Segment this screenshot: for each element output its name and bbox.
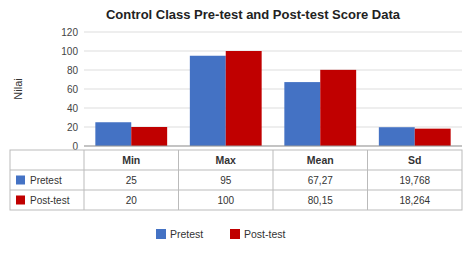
y-tick-label: 40 [67,103,79,114]
table-rule [367,150,368,210]
grid [84,32,462,146]
bar [379,127,415,146]
bar [226,51,262,146]
table-cell: 20 [126,195,138,206]
bar [320,70,356,146]
bars [95,51,450,146]
y-tick-label: 20 [67,122,79,133]
y-tick-label: 60 [67,84,79,95]
x-axis-line [84,146,462,147]
table-cell: 95 [220,175,232,186]
bar [131,127,167,146]
grid-line [84,32,462,33]
grid-line [84,70,462,71]
table-border [10,150,462,210]
row-label: Post-test [30,195,70,206]
y-tick-label: 120 [61,27,78,38]
row-swatch [16,176,25,185]
grid-line [84,108,462,109]
category-label: Mean [307,154,334,166]
row-label: Pretest [30,175,62,186]
y-tick-label: 100 [61,46,78,57]
table-rule [273,150,274,210]
table-cell: 67,27 [308,175,333,186]
legend: Pretest Post-test [156,228,286,240]
table-rule [178,150,179,210]
bar [95,122,131,146]
table-cell: 18,264 [399,195,430,206]
grid-line [84,51,462,52]
y-tick-label: 80 [67,65,79,76]
legend-swatch [230,229,240,239]
bar [415,129,451,146]
table-cell: 19,768 [399,175,430,186]
category-label: Sd [408,154,421,166]
legend-swatch [156,229,166,239]
legend-label: Pretest [170,228,203,240]
category-label: Max [216,154,237,166]
table-rule [10,170,462,171]
data-table: Min Max Mean Sd Pretest 25 95 67,27 19,768 Post-t… [10,150,462,210]
table-cell: 80,15 [308,195,333,206]
table-rule [84,150,85,210]
category-label: Min [122,154,140,166]
row-swatch [16,196,25,205]
chart-container: Control Class Pre-test and Post-test Sco… [0,0,474,276]
grid-line [84,146,462,147]
table-rule [10,190,462,191]
chart: Control Class Pre-test and Post-test Sco… [0,0,474,276]
title: Control Class Pre-test and Post-test Sco… [106,7,401,22]
y-axis-label: Nilai [12,78,24,99]
bar [284,82,320,146]
legend-label: Post-test [244,228,286,240]
bar [190,56,226,146]
grid-line [84,89,462,90]
table-cell: 100 [217,195,234,206]
table-cell: 25 [126,175,138,186]
